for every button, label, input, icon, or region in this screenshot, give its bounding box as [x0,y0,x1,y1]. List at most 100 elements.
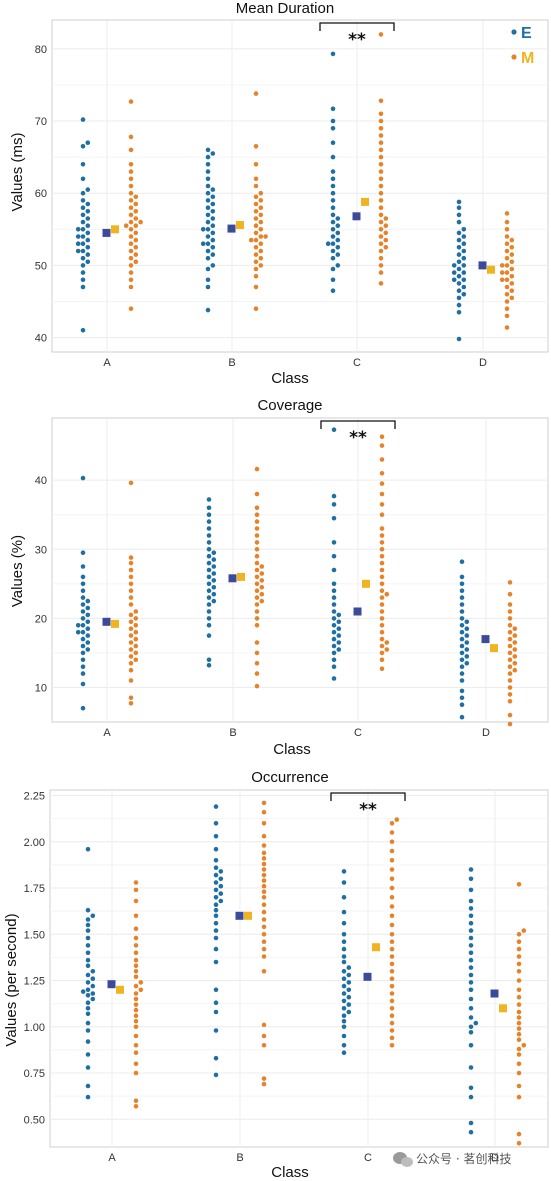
y-tick-label: 2.00 [24,837,45,849]
y-tick-label: 40 [35,333,47,345]
data-point-e [213,907,219,913]
data-point-e [205,176,211,182]
data-point-m [389,946,395,952]
data-point-e [210,187,216,192]
data-point-e [85,1011,91,1017]
data-point-m [389,876,395,882]
data-point-m [379,434,385,440]
data-point-e [80,284,86,290]
data-point-e [459,714,465,720]
data-point-e [461,255,467,261]
data-point-e [213,1009,219,1015]
data-point-e [331,581,337,587]
x-tick-label: C [353,357,361,369]
data-point-e [330,126,336,131]
data-point-m [394,817,400,822]
data-point-e [211,557,217,562]
data-point-e [211,598,217,604]
data-point-m [379,567,385,573]
data-point-e [331,657,337,663]
data-point-e [468,920,474,926]
data-point-m [521,1043,527,1048]
data-point-m [389,991,395,996]
data-point-e [335,223,341,228]
data-point-m [384,591,390,597]
data-point-m [254,540,260,545]
data-point-e [468,1120,474,1126]
data-point-m [516,1002,522,1007]
significance-bracket [330,792,406,801]
data-point-m [254,581,260,587]
data-point-m [254,491,260,497]
data-point-m [379,657,385,663]
wechat-icon [393,1152,413,1167]
data-point-m [516,1141,522,1146]
data-point-e [80,263,86,268]
data-point-m [516,1131,522,1137]
data-point-e [85,846,91,852]
data-point-m [253,237,259,243]
y-axis-title: Values (per second) [3,913,20,1046]
data-point-e [468,898,474,904]
data-point-e [468,935,474,941]
data-point-e [90,983,96,989]
data-point-e [85,922,91,928]
data-point-e [213,858,219,863]
legend-label-m: M [521,50,534,67]
data-point-e [459,636,465,642]
data-point-m [378,111,384,117]
data-point-m [516,987,522,993]
data-point-m [379,595,385,600]
data-point-m [258,205,264,210]
data-point-m [253,273,259,279]
data-point-m [261,833,267,839]
data-point-e [341,954,347,959]
data-point-m [254,574,260,580]
data-point-e [80,681,86,687]
data-point-m [507,602,513,607]
data-point-m [128,205,134,210]
data-point-m [261,932,267,937]
data-point-m [389,904,395,909]
data-point-m [128,647,134,652]
data-point-e [80,475,86,481]
data-point-m [379,623,385,628]
data-point-m [253,259,259,265]
data-point-e [80,574,86,580]
data-point-e [85,633,91,638]
data-point-m [379,457,385,462]
data-point-e [330,288,336,294]
data-point-e [341,946,347,952]
data-point-m [133,237,139,243]
data-point-m [507,678,513,683]
significance-bracket [319,22,395,31]
data-point-e [80,234,86,239]
data-point-e [468,887,474,893]
data-point-e [341,1013,347,1018]
grid [49,789,549,1148]
data-point-e [211,585,217,590]
data-point-e [80,270,86,275]
x-tick-label: D [482,727,490,739]
data-point-e [330,154,336,160]
data-point-m [254,553,260,559]
data-point-e [330,106,336,112]
data-point-m [389,954,395,959]
mean-marker-m [111,619,119,628]
data-point-m [128,190,134,196]
data-point-m [507,643,513,649]
data-point-m [128,560,134,566]
data-point-e [341,1050,347,1055]
data-point-m [128,567,134,573]
data-point-m [261,917,267,922]
data-point-e [213,902,219,907]
data-point-m [254,505,260,511]
data-point-m [389,1020,395,1026]
data-point-e [468,1015,474,1020]
data-point-m [379,609,385,614]
data-point-m [133,259,139,265]
mean-marker-e [227,224,236,233]
data-point-m [128,134,134,140]
data-point-m [509,273,515,279]
data-point-e [459,581,465,587]
